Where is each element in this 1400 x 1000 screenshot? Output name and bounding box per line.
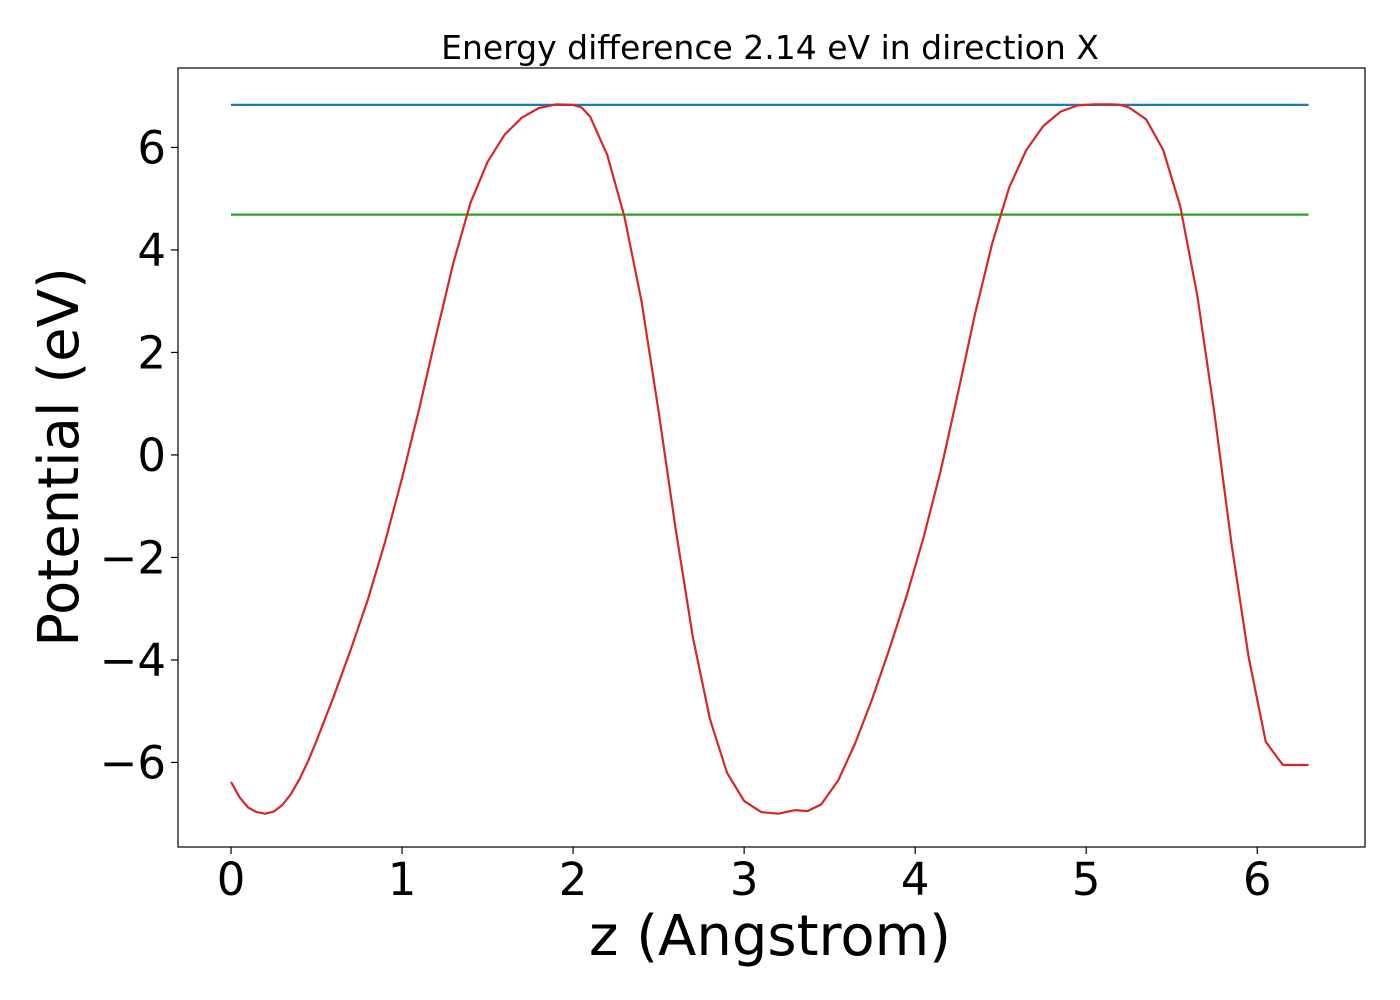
x-tick-label: 1 <box>388 853 417 906</box>
series-layer <box>230 103 1309 815</box>
x-tick-label: 0 <box>217 853 246 906</box>
y-axis-label: Potential (eV) <box>27 267 92 647</box>
plot-area <box>177 67 1366 848</box>
y-tick-label: 4 <box>137 224 166 277</box>
x-axis-ticks: 0 1 2 3 4 5 6 <box>217 847 1272 906</box>
x-tick-label: 2 <box>559 853 588 906</box>
y-tick-label: −2 <box>100 531 166 584</box>
x-tick-label: 4 <box>901 853 930 906</box>
y-tick-label: 6 <box>137 121 166 174</box>
y-tick-label: −4 <box>100 634 166 687</box>
axes-frame <box>177 67 1366 848</box>
y-axis-ticks: −6 −4 −2 0 2 4 6 <box>100 121 178 789</box>
x-tick-label: 6 <box>1243 853 1272 906</box>
y-tick-label: 0 <box>137 429 166 482</box>
x-tick-label: 3 <box>730 853 759 906</box>
y-tick-label: 2 <box>137 326 166 379</box>
series-line-3 <box>230 103 1309 815</box>
chart-title: Energy difference 2.14 eV in direction X <box>441 28 1099 67</box>
x-tick-label: 5 <box>1072 853 1101 906</box>
x-axis-label: z (Angstrom) <box>589 904 951 969</box>
y-tick-label: −6 <box>100 736 166 789</box>
